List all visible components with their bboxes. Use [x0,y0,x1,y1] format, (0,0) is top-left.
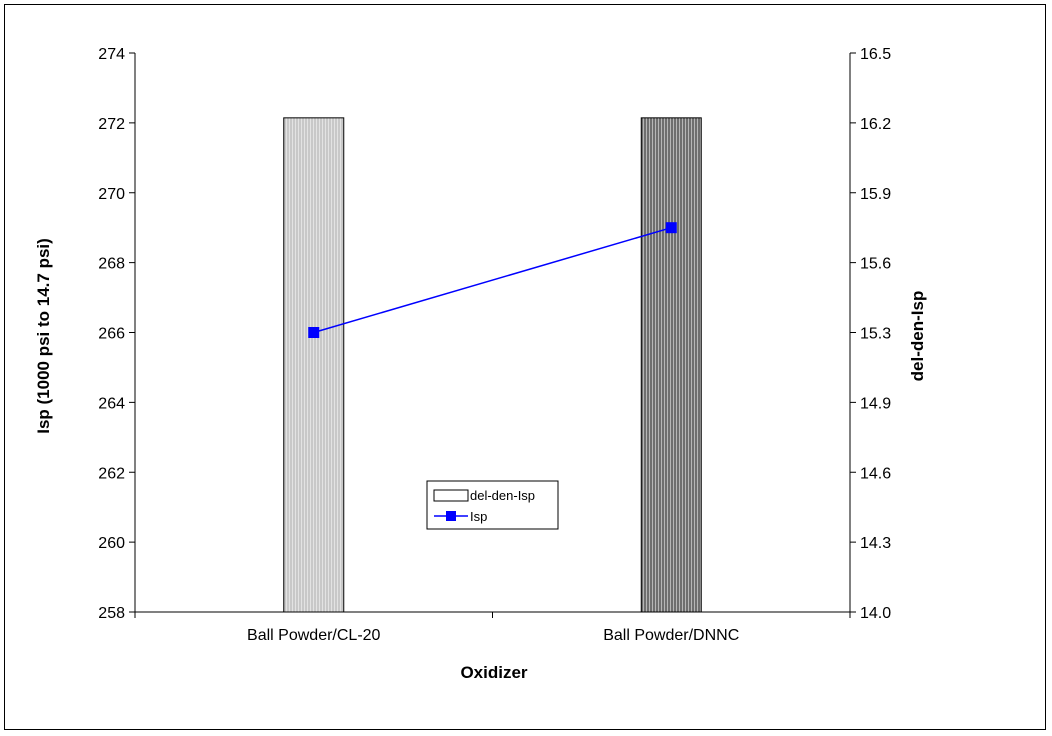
bars-layer [283,117,702,613]
bar-1 [283,117,345,613]
y2-tick-label: 15.6 [860,256,891,273]
y2-tick-label: 14.0 [860,605,891,622]
y-tick-label: 260 [98,535,125,552]
y-tick-label: 262 [98,465,125,482]
y-tick-label: 268 [98,256,125,273]
bar-2 [640,117,702,613]
line-layer [308,222,677,338]
chart: 258 260 262 264 266 268 270 272 274 14.0 14.3 14.6 1… [34,46,927,682]
y2-axis-title: del-den-Isp [908,291,927,382]
legend-label-bar: del-den-Isp [470,488,535,503]
y2-tick-label: 15.9 [860,186,891,203]
chart-frame: 258 260 262 264 266 268 270 272 274 14.0 14.3 14.6 1… [4,4,1046,730]
isp-point-2 [665,222,677,234]
y-tick-label: 266 [98,326,125,343]
y2-tick-label: 14.9 [860,395,891,412]
axes-layer: 258 260 262 264 266 268 270 272 274 14.0 14.3 14.6 1… [98,46,891,644]
isp-point-1 [308,327,320,338]
y-tick-label: 272 [98,116,125,133]
y-tick-label: 258 [98,605,125,622]
y2-tick-label: 16.5 [860,46,891,63]
y-tick-label: 270 [98,186,125,203]
y-tick-label: 274 [98,46,125,63]
x-tick-label: Ball Powder/DNNC [603,627,739,644]
y2-tick-label: 14.6 [860,465,891,482]
x-axis-title: Oxidizer [460,663,527,682]
isp-series-line [313,226,672,334]
y-axis-title: Isp (1000 psi to 14.7 psi) [34,238,53,434]
legend-swatch-bar [433,489,469,502]
x-tick-label: Ball Powder/CL-20 [247,627,381,644]
legend: del-den-Isp Isp [426,480,559,530]
y2-tick-label: 15.3 [860,326,891,343]
legend-swatch-marker [446,511,456,521]
legend-label-line: Isp [470,509,487,524]
y-tick-label: 264 [98,395,125,412]
y2-tick-label: 16.2 [860,116,891,133]
y2-tick-label: 14.3 [860,535,891,552]
